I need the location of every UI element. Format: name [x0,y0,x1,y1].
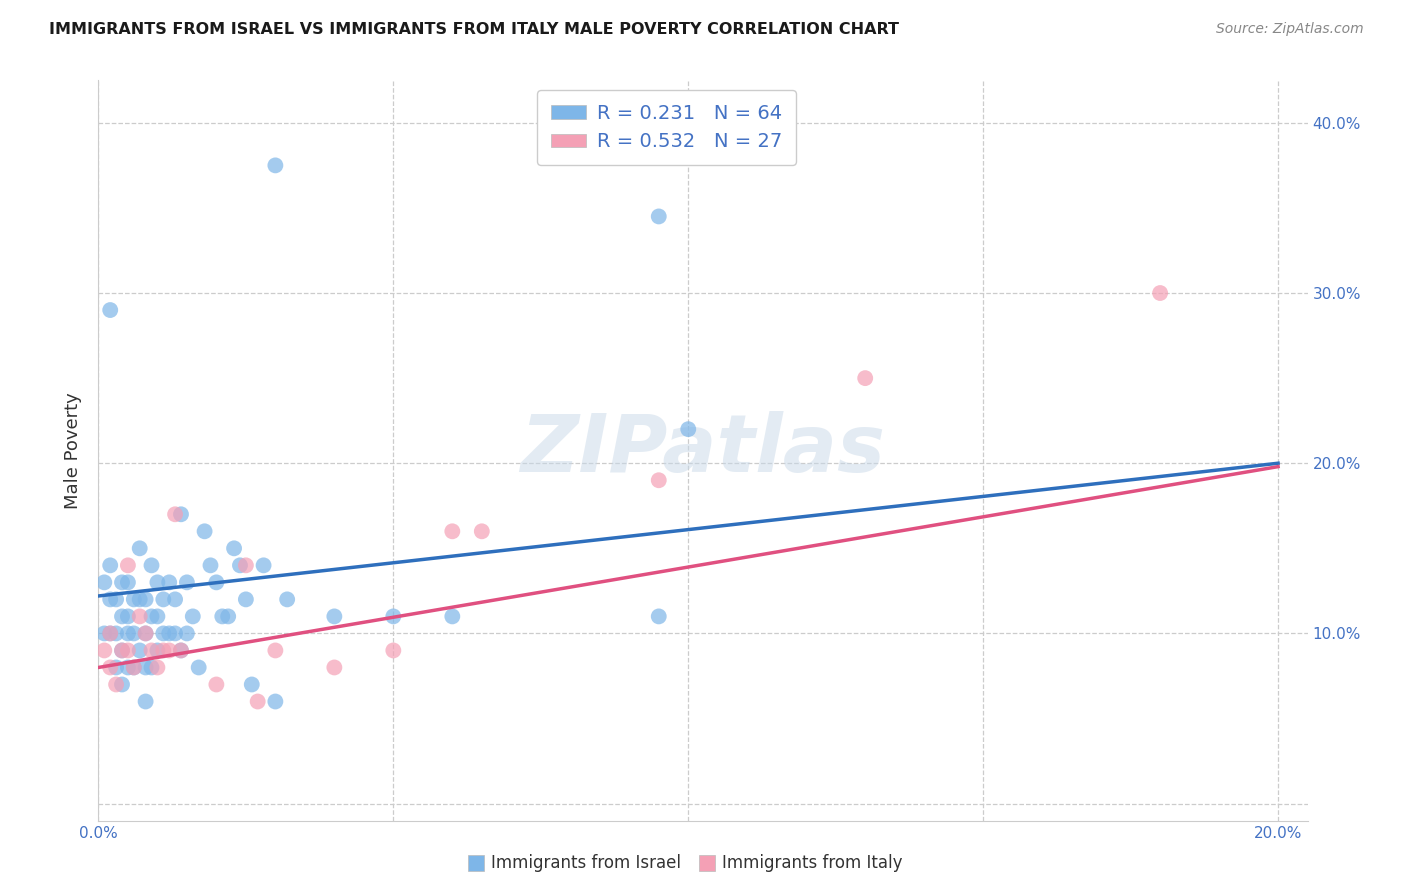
Point [128,609,150,624]
Point [170,508,193,522]
Point [98,558,121,573]
Point [128,541,150,556]
Y-axis label: Male Poverty: Male Poverty [65,392,83,508]
Point [141,609,163,624]
Point [323,660,346,674]
Text: Source: ZipAtlas.com: Source: ZipAtlas.com [1216,22,1364,37]
Point [122,660,145,674]
Point [146,643,169,657]
Point [141,643,163,657]
Point [122,626,145,640]
Point [135,626,157,640]
Point [98,592,121,607]
Point [441,609,464,624]
Point [276,592,298,607]
Legend: R = 0.231   N = 64, R = 0.532   N = 27: R = 0.231 N = 64, R = 0.532 N = 27 [537,90,796,165]
Point [235,592,257,607]
Point [117,643,139,657]
Point [98,626,121,640]
Point [146,660,169,674]
Point [141,660,163,674]
Point [128,643,150,657]
Point [157,575,180,590]
Point [176,575,198,590]
Point [135,694,157,708]
Point [117,575,139,590]
Point [648,609,671,624]
Point [194,524,217,539]
Point [853,371,876,385]
Point [200,558,222,573]
Point [111,643,134,657]
Point [157,626,180,640]
Point [111,643,134,657]
Point [323,609,346,624]
Point [122,660,145,674]
Point [135,626,157,640]
Point [117,660,139,674]
Point [240,677,263,691]
Point [235,558,257,573]
Point [98,626,121,640]
Point [98,660,121,674]
Point [111,575,134,590]
Point [93,626,115,640]
Point [105,677,128,691]
Point [648,473,671,487]
Point [152,592,174,607]
Point [181,609,204,624]
Point [146,575,169,590]
Point [93,575,115,590]
Point [105,660,128,674]
Point [205,575,228,590]
Point [170,643,193,657]
Point [264,694,287,708]
Point [111,609,134,624]
Point [441,524,464,539]
Point [157,643,180,657]
Point [141,558,163,573]
Point [187,660,209,674]
Point [382,609,405,624]
Point [648,210,671,224]
Point [678,422,700,436]
Point [122,592,145,607]
Point [152,643,174,657]
Point [264,643,287,657]
Point [152,626,174,640]
Point [117,626,139,640]
Point [252,558,274,573]
Point [165,626,187,640]
Text: IMMIGRANTS FROM ISRAEL VS IMMIGRANTS FROM ITALY MALE POVERTY CORRELATION CHART: IMMIGRANTS FROM ISRAEL VS IMMIGRANTS FRO… [49,22,900,37]
Point [471,524,494,539]
Point [105,626,128,640]
Point [170,643,193,657]
Text: ZIPatlas: ZIPatlas [520,411,886,490]
Point [217,609,239,624]
Text: Immigrants from Italy: Immigrants from Italy [721,855,903,872]
Point [229,558,252,573]
Point [222,541,245,556]
Point [128,592,150,607]
Point [211,609,233,624]
Point [165,508,187,522]
Point [264,158,287,172]
Point [135,592,157,607]
Point [117,609,139,624]
Point [117,558,139,573]
Point [382,643,405,657]
Point [111,677,134,691]
Point [246,694,269,708]
Point [205,677,228,691]
Point [105,592,128,607]
Point [1149,286,1171,301]
Point [135,660,157,674]
Point [146,609,169,624]
Point [165,592,187,607]
Point [93,643,115,657]
Point [98,303,121,318]
Point [176,626,198,640]
Text: Immigrants from Israel: Immigrants from Israel [491,855,682,872]
